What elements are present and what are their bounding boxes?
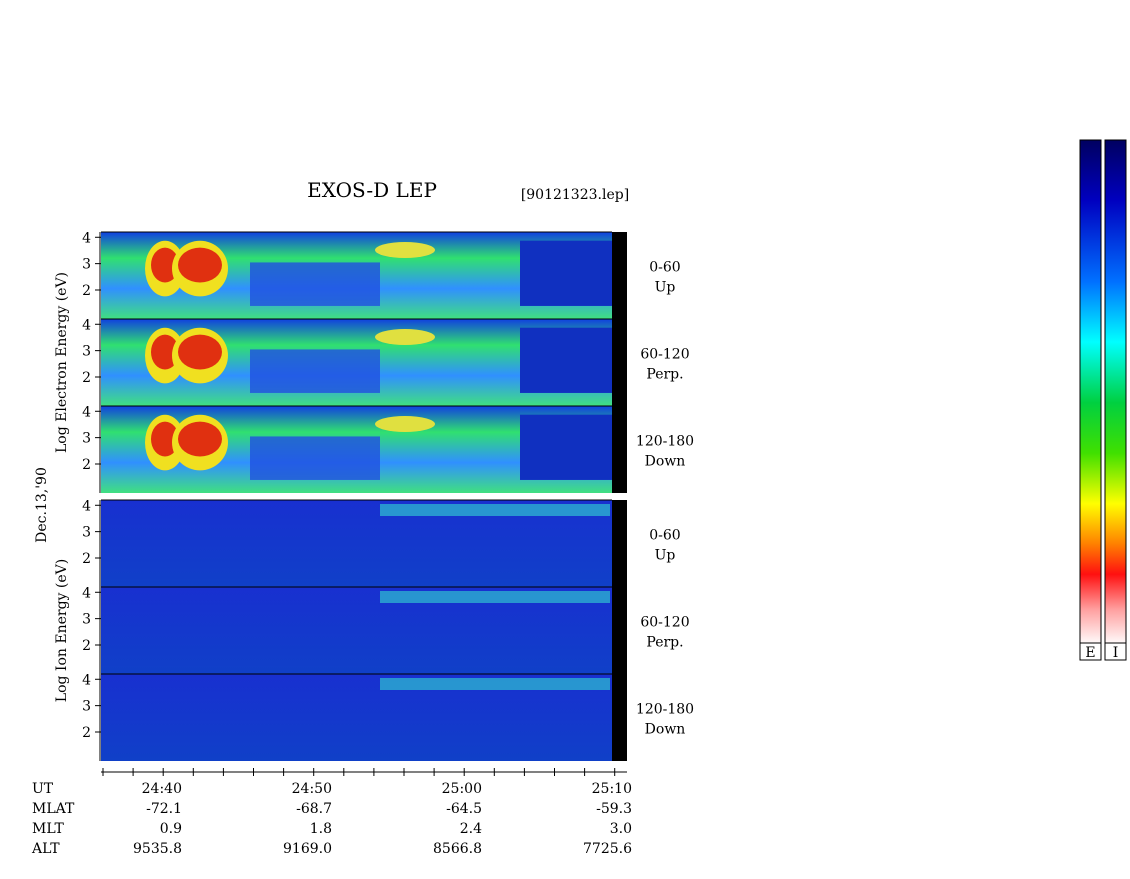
pitch-angle: 0-60 <box>649 260 680 276</box>
y-tick-label: 2 <box>82 638 91 654</box>
flux-peak <box>375 416 435 432</box>
pitch-angle: 0-60 <box>649 528 680 544</box>
y-tick-label: 4 <box>82 498 91 514</box>
pitch-angle: 120-180 <box>636 702 694 718</box>
y-tick-label: 3 <box>82 612 91 628</box>
time-axis-value: 3.0 <box>610 821 632 837</box>
flux-band <box>380 591 610 603</box>
flux-peak <box>178 247 222 283</box>
spectrogram <box>101 318 627 406</box>
colorbar-label-box <box>1079 642 1102 661</box>
y-axis-label: Log Electron Energy (eV) <box>54 272 70 453</box>
y-tick-label: 4 <box>82 317 91 333</box>
time-axis-value: 9169.0 <box>283 841 332 857</box>
flux-band <box>380 678 610 690</box>
y-tick-label: 2 <box>82 551 91 567</box>
time-axis-value: -68.7 <box>296 801 332 817</box>
spectrogram <box>101 231 627 319</box>
time-axis-value: -64.5 <box>446 801 482 817</box>
colorbar <box>1104 139 1127 646</box>
time-axis-value: 25:10 <box>592 781 632 797</box>
spectrogram <box>101 586 627 674</box>
pitch-angle: 60-120 <box>640 347 689 363</box>
direction: Down <box>645 454 686 470</box>
data-gap <box>612 406 627 493</box>
pitch-angle: 60-120 <box>640 615 689 631</box>
pitch-angle: 120-180 <box>636 434 694 450</box>
flux-peak <box>151 421 179 457</box>
y-tick-label: 2 <box>82 725 91 741</box>
data-gap <box>612 587 627 674</box>
spectrogram <box>101 673 627 761</box>
y-tick-label: 3 <box>82 525 91 541</box>
spectrogram <box>101 405 627 493</box>
low-flux <box>520 240 612 306</box>
y-tick-label: 2 <box>82 370 91 386</box>
y-tick-label: 2 <box>82 283 91 299</box>
time-axis-value: 7725.6 <box>583 841 632 857</box>
low-flux <box>250 349 380 393</box>
y-tick-label: 4 <box>82 404 91 420</box>
y-tick-label: 3 <box>82 257 91 273</box>
time-axis-value: 0.9 <box>160 821 182 837</box>
file-name: [90121323.lep] <box>521 187 629 203</box>
flux-peak <box>375 329 435 345</box>
time-axis-row-label: UT <box>32 781 54 797</box>
y-tick-label: 4 <box>82 230 91 246</box>
time-axis-row-label: ALT <box>31 841 60 857</box>
time-axis-row-label: MLAT <box>32 801 75 817</box>
time-axis-row-label: MLT <box>32 821 64 837</box>
data-gap <box>612 674 627 761</box>
direction: Perp. <box>646 635 683 651</box>
flux-peak <box>178 421 222 457</box>
flux-band <box>380 504 610 516</box>
direction: Perp. <box>646 367 683 383</box>
low-flux <box>250 262 380 306</box>
direction: Up <box>655 280 676 296</box>
y-tick-label: 4 <box>82 585 91 601</box>
time-axis-value: 9535.8 <box>133 841 182 857</box>
time-axis-value: 8566.8 <box>433 841 482 857</box>
flux-peak <box>151 247 179 283</box>
time-axis-value: -72.1 <box>146 801 182 817</box>
y-tick-label: 3 <box>82 699 91 715</box>
direction: Up <box>655 548 676 564</box>
low-flux <box>520 414 612 480</box>
spectrogram <box>101 499 627 587</box>
y-axis-label: Log Ion Energy (eV) <box>54 559 70 702</box>
flux-peak <box>178 334 222 370</box>
y-tick-label: 3 <box>82 431 91 447</box>
y-tick-label: 2 <box>82 457 91 473</box>
time-axis-value: 24:50 <box>292 781 332 797</box>
low-flux <box>250 436 380 480</box>
time-axis-value: 25:00 <box>442 781 482 797</box>
colorbar-label: I <box>1113 645 1119 661</box>
time-axis-value: 24:40 <box>142 781 182 797</box>
y-tick-label: 3 <box>82 344 91 360</box>
time-axis-value: 1.8 <box>310 821 332 837</box>
y-tick-label: 4 <box>82 672 91 688</box>
colorbar <box>1079 139 1102 646</box>
data-gap <box>612 319 627 406</box>
data-gap <box>612 232 627 319</box>
data-gap <box>612 500 627 587</box>
date: Dec.13,'90 <box>34 467 50 543</box>
colorbar-label: E <box>1085 645 1095 661</box>
flux-peak <box>151 334 179 370</box>
colorbar-label-box <box>1104 642 1127 661</box>
time-axis-value: 2.4 <box>460 821 482 837</box>
time-axis-value: -59.3 <box>596 801 632 817</box>
flux-peak <box>375 242 435 258</box>
direction: Down <box>645 722 686 738</box>
low-flux <box>520 327 612 393</box>
title: EXOS-D LEP <box>307 178 437 202</box>
